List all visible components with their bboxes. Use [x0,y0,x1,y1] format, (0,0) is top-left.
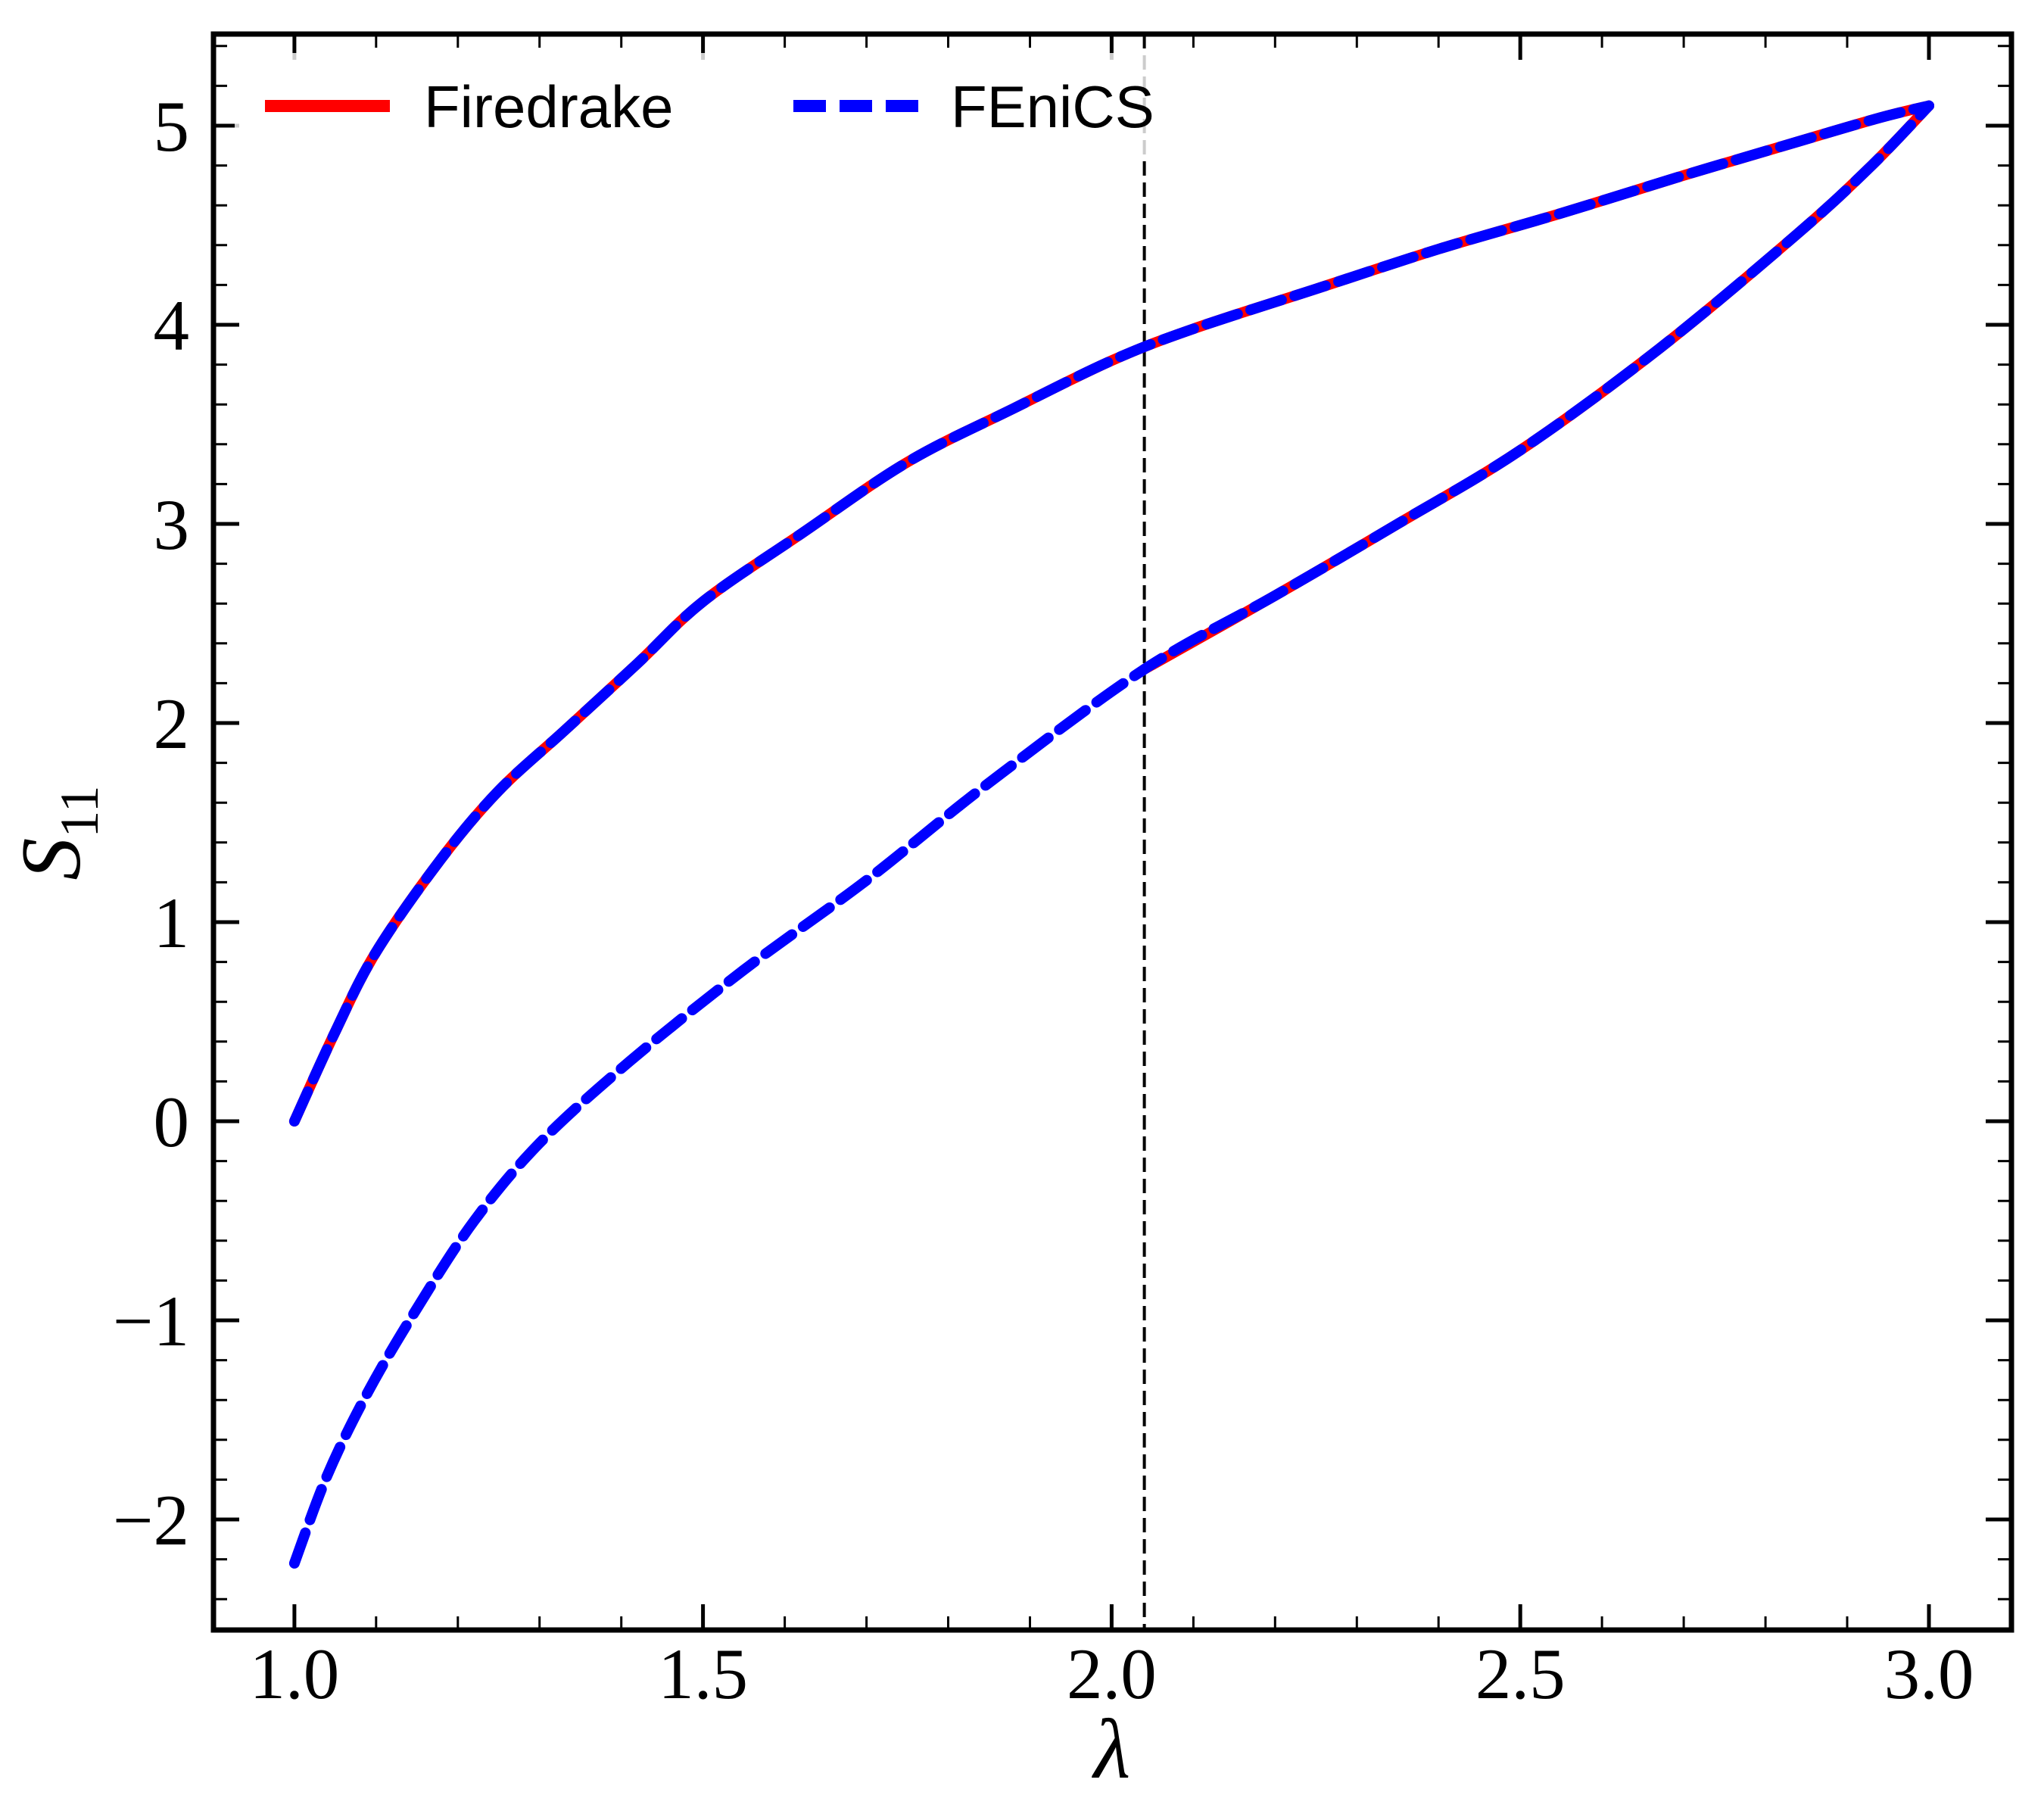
y-tick-label: 3 [154,485,190,565]
x-tick-label: 2.5 [1475,1634,1566,1714]
legend-background [235,53,1173,159]
plot-background [213,34,2011,1630]
y-tick-label: −2 [113,1480,189,1560]
y-tick-label: −1 [113,1281,189,1361]
legend: Firedrake FEniCS [235,53,1173,159]
y-tick-label: 1 [154,883,190,963]
y-axis-label: S11 [5,785,110,880]
x-tick-labels: 1.0 1.5 2.0 2.5 3.0 [250,1634,1974,1714]
y-tick-labels: −2 −1 0 1 2 3 4 5 [113,86,189,1560]
y-tick-label: 0 [154,1082,190,1162]
axes-border [210,31,2014,1633]
y-axis-label-base: S [5,838,98,880]
x-tick-label: 1.0 [250,1634,340,1714]
legend-label-firedrake: Firedrake [424,73,673,140]
series-curves [288,100,1934,1569]
y-tick-label: 2 [154,684,190,764]
y-tick-label: 5 [154,86,190,167]
legend-label-fenics: FEniCS [951,73,1154,140]
fenics-unloading-curve [288,100,1934,1569]
x-tick-label: 3.0 [1884,1634,1974,1714]
y-tick-label: 4 [154,285,190,366]
x-tick-label: 2.0 [1067,1634,1157,1714]
fenics-loading-curve [288,100,1934,1127]
x-axis-label: λ [1092,1703,1131,1797]
x-tick-label: 1.5 [658,1634,748,1714]
y-axis-label-subscript: 11 [49,785,110,837]
axis-ticks [213,34,2011,1630]
